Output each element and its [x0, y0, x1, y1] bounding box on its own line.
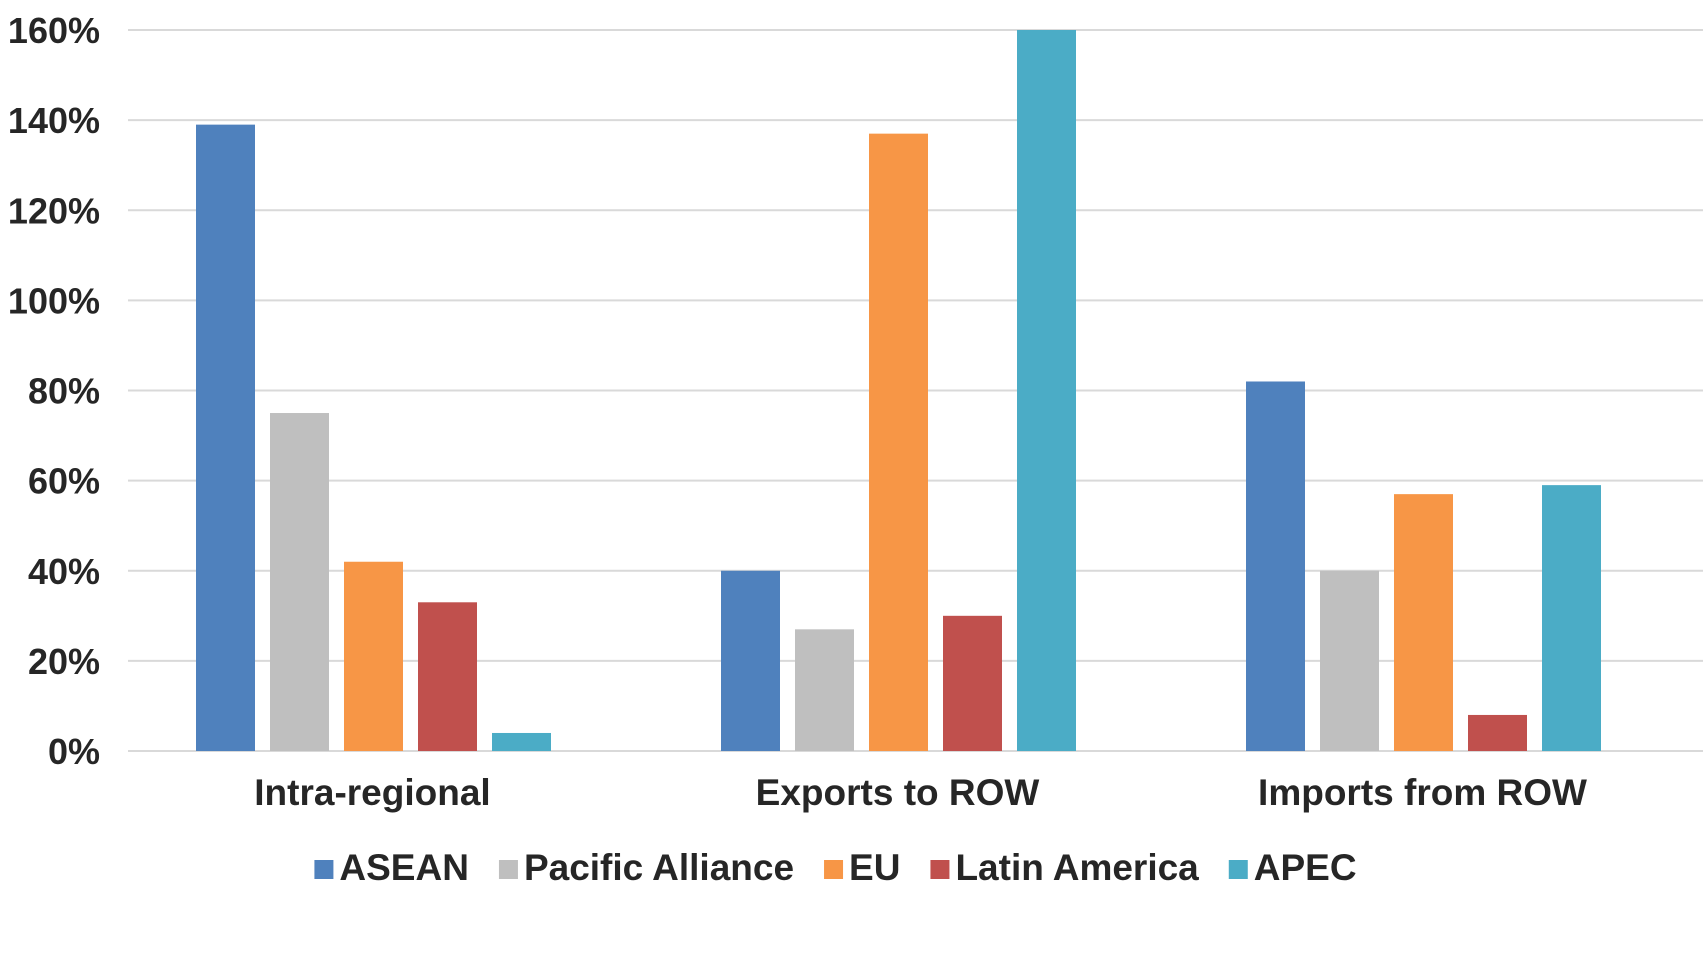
y-tick-label-140: 140%	[8, 100, 100, 141]
y-tick-label-80: 80%	[28, 371, 100, 412]
bar-asean-intra-regional	[196, 124, 255, 752]
bar-asean-exports-to-row	[721, 570, 780, 751]
bar-eu-intra-regional	[344, 561, 403, 751]
y-tick-label-0: 0%	[48, 731, 100, 772]
legend-item-pacific-alliance: Pacific Alliance	[498, 847, 794, 888]
y-tick-label-40: 40%	[28, 551, 100, 592]
bar-apec-intra-regional	[492, 732, 551, 751]
bar-pacific-alliance-imports-from-row	[1320, 570, 1379, 751]
x-axis-category-labels: Intra-regional Exports to ROW Imports from…	[254, 772, 1587, 813]
legend-swatch-apec	[1228, 860, 1248, 879]
y-tick-label-60: 60%	[28, 461, 100, 502]
x-category-label-exports-to-row: Exports to ROW	[756, 772, 1040, 813]
x-category-label-imports-from-row: Imports from ROW	[1258, 772, 1587, 813]
legend-swatch-asean	[314, 860, 334, 879]
y-tick-label-160: 160%	[8, 10, 100, 51]
legend-item-asean: ASEAN	[314, 847, 469, 888]
legend-label-pacific-alliance: Pacific Alliance	[524, 847, 794, 888]
bar-eu-imports-from-row	[1394, 494, 1453, 751]
bar-asean-imports-from-row	[1246, 381, 1305, 751]
legend-label-eu: EU	[849, 847, 900, 888]
y-tick-label-20: 20%	[28, 641, 100, 682]
bar-apec-imports-from-row	[1542, 485, 1601, 751]
legend: ASEAN Pacific Alliance EU Latin America APEC	[314, 847, 1357, 888]
legend-label-apec: APEC	[1254, 847, 1357, 888]
bar-apec-exports-to-row	[1017, 30, 1076, 751]
legend-item-apec: APEC	[1228, 847, 1357, 888]
bar-pacific-alliance-exports-to-row	[795, 629, 854, 751]
bars	[196, 30, 1601, 752]
bar-pacific-alliance-intra-regional	[270, 413, 329, 751]
bar-eu-exports-to-row	[869, 133, 928, 752]
y-tick-label-100: 100%	[8, 280, 100, 321]
y-axis-tick-labels: 0% 20% 40% 60% 80% 100% 120% 140% 160%	[8, 10, 100, 772]
legend-item-latin-america: Latin America	[930, 847, 1199, 888]
legend-item-eu: EU	[824, 847, 900, 888]
legend-label-asean: ASEAN	[339, 847, 469, 888]
bar-latin-america-intra-regional	[418, 602, 477, 751]
bar-latin-america-imports-from-row	[1468, 714, 1527, 751]
legend-swatch-eu	[824, 860, 844, 879]
x-category-label-intra-regional: Intra-regional	[254, 772, 490, 813]
legend-swatch-pacific-alliance	[498, 860, 518, 879]
bar-latin-america-exports-to-row	[943, 615, 1002, 751]
y-tick-label-120: 120%	[8, 190, 100, 231]
legend-label-latin-america: Latin America	[955, 847, 1199, 888]
legend-swatch-latin-america	[930, 860, 950, 879]
